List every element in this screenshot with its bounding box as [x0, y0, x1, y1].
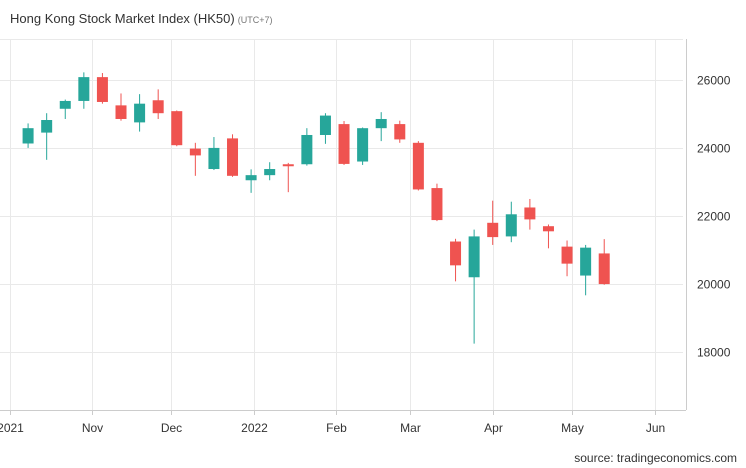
- candle-up: [580, 244, 592, 296]
- candle-down: [282, 162, 294, 193]
- chart-title-text: Hong Kong Stock Market Index (HK50): [10, 11, 235, 26]
- candle-up: [22, 123, 34, 148]
- candle-body: [134, 103, 146, 123]
- y-tick-label: 22000: [697, 210, 731, 224]
- x-tick-label: 2022: [241, 421, 268, 435]
- candle-up: [319, 113, 331, 144]
- candle-down: [115, 93, 127, 121]
- candle-body: [375, 118, 387, 129]
- candle-body: [357, 128, 369, 162]
- candle-up: [41, 113, 53, 160]
- candle-down: [524, 198, 536, 230]
- candle-down: [189, 142, 201, 176]
- candle-down: [561, 240, 573, 277]
- source-label: source: tradingeconomics.com: [574, 451, 737, 465]
- candle-body: [412, 142, 424, 190]
- candle-up: [375, 112, 387, 142]
- candle-up: [78, 72, 90, 109]
- y-tick-label: 20000: [697, 278, 731, 292]
- candle-body: [524, 207, 536, 220]
- x-tick-label: Apr: [484, 421, 503, 435]
- candle-down: [394, 120, 406, 143]
- candle-body: [208, 147, 220, 170]
- candle-body: [152, 100, 164, 114]
- candle-body: [264, 169, 276, 176]
- candle-body: [338, 124, 350, 164]
- candle-body: [505, 214, 517, 237]
- candle-body: [319, 115, 331, 135]
- y-tick-label: 24000: [697, 142, 731, 156]
- x-tick-label: Dec: [161, 421, 182, 435]
- candle-body: [542, 226, 554, 232]
- candle-down: [96, 73, 108, 104]
- candle-body: [561, 246, 573, 264]
- y-tick-label: 26000: [697, 74, 731, 88]
- candle-up: [357, 127, 369, 165]
- candle-body: [468, 236, 480, 278]
- candle-body: [115, 105, 127, 119]
- candle-body: [189, 148, 201, 156]
- candle-body: [431, 188, 443, 221]
- candle-up: [245, 169, 257, 193]
- candle-up: [505, 201, 517, 243]
- chart-title: Hong Kong Stock Market Index (HK50) (UTC+…: [10, 11, 273, 26]
- candle-up: [264, 162, 276, 181]
- candle-down: [431, 183, 443, 222]
- candle-body: [282, 164, 294, 167]
- candle-body: [59, 100, 71, 109]
- candle-down: [171, 110, 183, 147]
- candle-body: [78, 77, 90, 101]
- candle-down: [338, 121, 350, 165]
- candle-body: [487, 222, 499, 238]
- candle-body: [394, 124, 406, 140]
- axes: 18000 20000 22000 24000 26000 2021 Nov Dec 2022 F…: [0, 39, 731, 435]
- candle-down: [487, 200, 499, 245]
- x-tick-label: Feb: [326, 421, 347, 435]
- candle-body: [580, 247, 592, 276]
- candle-down: [542, 224, 554, 249]
- candle-body: [598, 253, 610, 285]
- candle-body: [171, 111, 183, 146]
- candles: [22, 72, 610, 344]
- candle-up: [134, 94, 146, 132]
- candle-body: [227, 138, 239, 176]
- candle-up: [59, 99, 71, 119]
- candle-body: [450, 241, 462, 266]
- candle-down: [598, 239, 610, 285]
- candle-body: [301, 134, 313, 165]
- x-tick-label: Jun: [646, 421, 665, 435]
- candle-down: [227, 134, 239, 177]
- candle-up: [301, 128, 313, 166]
- candle-body: [245, 175, 257, 181]
- candle-up: [468, 229, 480, 344]
- x-tick-label: Nov: [82, 421, 103, 435]
- candle-down: [450, 238, 462, 282]
- candle-body: [41, 120, 53, 133]
- x-tick-label: May: [561, 421, 584, 435]
- x-tick-label: Mar: [400, 421, 421, 435]
- candle-body: [96, 77, 108, 102]
- y-tick-label: 18000: [697, 346, 731, 360]
- candle-down: [412, 141, 424, 191]
- timezone-label: (UTC+7): [237, 15, 273, 25]
- candle-body: [22, 128, 34, 144]
- x-tick-label: 2021: [0, 421, 24, 435]
- candle-down: [152, 89, 164, 119]
- candle-up: [208, 137, 220, 171]
